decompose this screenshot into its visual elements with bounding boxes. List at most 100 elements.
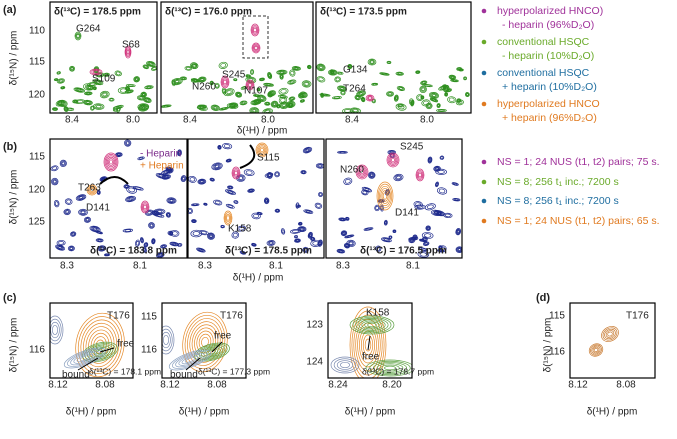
contour xyxy=(302,171,306,174)
contour xyxy=(421,99,431,107)
y-axis-label: δ(¹⁵N) / ppm xyxy=(543,318,554,373)
contour xyxy=(304,209,312,214)
contour xyxy=(409,99,414,105)
contour xyxy=(436,109,447,112)
spectrum-frame xyxy=(160,1,314,114)
contour xyxy=(184,357,196,363)
contour xyxy=(132,186,144,191)
contour xyxy=(347,240,355,247)
contour xyxy=(146,210,153,216)
contour xyxy=(125,185,129,188)
contour xyxy=(171,242,178,246)
contour xyxy=(245,74,251,78)
contour xyxy=(377,183,393,209)
contour xyxy=(457,67,461,70)
contour xyxy=(157,253,163,257)
contour xyxy=(162,331,171,349)
annotation: bound xyxy=(170,370,198,381)
contour xyxy=(303,247,309,253)
x-axis-label: δ(¹H) / ppm xyxy=(233,273,284,284)
contour xyxy=(349,315,395,335)
contour xyxy=(300,227,304,231)
contour xyxy=(265,199,268,203)
contour xyxy=(187,318,223,366)
contour xyxy=(241,251,245,254)
contour xyxy=(77,316,123,374)
contour xyxy=(304,248,308,252)
contour xyxy=(191,219,197,224)
contour xyxy=(168,349,212,371)
contour xyxy=(225,213,231,223)
x-tick-label: 8.08 xyxy=(95,380,115,391)
contour xyxy=(422,237,428,242)
x-tick-label: 8.4 xyxy=(345,115,359,126)
spectrum-frame xyxy=(569,302,656,379)
contour xyxy=(190,78,199,83)
contour xyxy=(318,241,322,246)
contour xyxy=(320,92,325,98)
contour xyxy=(217,145,222,150)
contour xyxy=(444,213,451,218)
contour xyxy=(262,108,273,113)
contour xyxy=(387,91,393,96)
contour xyxy=(235,91,243,98)
contour xyxy=(415,202,422,207)
x-tick-label: 8.3 xyxy=(60,261,74,272)
contour xyxy=(422,241,430,246)
contour xyxy=(76,353,94,363)
x-tick-label: 8.4 xyxy=(65,115,79,126)
contour xyxy=(182,176,186,181)
contour xyxy=(448,97,455,102)
contour xyxy=(135,240,140,246)
contour xyxy=(264,101,271,106)
contour xyxy=(316,76,326,83)
contour xyxy=(345,244,349,248)
contour xyxy=(420,86,426,93)
peak-label: N107 xyxy=(244,86,268,97)
peak-label: G134 xyxy=(343,65,368,76)
residue-label: T176 xyxy=(107,311,130,322)
contour xyxy=(438,245,443,249)
contour xyxy=(369,360,411,376)
contour xyxy=(142,93,146,96)
legend-text: NS = 1; 24 NUS (t1, t2) pairs; 65 s. xyxy=(497,215,660,227)
contour xyxy=(83,99,93,106)
contour xyxy=(382,192,388,200)
contour xyxy=(420,247,427,251)
contour xyxy=(457,248,461,252)
contour xyxy=(249,189,253,192)
contour xyxy=(426,204,434,210)
contour xyxy=(382,72,387,75)
contour xyxy=(201,346,223,358)
contour xyxy=(73,99,78,103)
peak-label: S68 xyxy=(122,40,140,51)
contour xyxy=(348,241,354,246)
contour xyxy=(417,171,423,179)
contour xyxy=(355,164,369,180)
contour xyxy=(200,230,207,235)
contour xyxy=(228,186,232,189)
contour xyxy=(395,71,404,76)
contour xyxy=(182,311,228,373)
contour xyxy=(439,246,442,249)
contour xyxy=(84,217,91,223)
contour xyxy=(127,84,134,87)
contour xyxy=(213,199,223,206)
contour xyxy=(91,69,101,75)
contour xyxy=(428,91,440,99)
contour xyxy=(337,72,343,75)
legend-text: - heparin (96%D₂O) xyxy=(502,19,594,31)
contour xyxy=(289,80,294,84)
contour xyxy=(162,325,175,355)
contour xyxy=(428,157,432,163)
contour xyxy=(246,80,254,90)
contour xyxy=(290,70,295,76)
contour xyxy=(376,181,394,211)
contour xyxy=(259,96,264,100)
contour xyxy=(386,60,392,64)
contour xyxy=(339,86,345,91)
contour xyxy=(295,239,300,242)
contour xyxy=(146,60,156,67)
contour xyxy=(321,94,324,97)
contour xyxy=(267,72,273,80)
